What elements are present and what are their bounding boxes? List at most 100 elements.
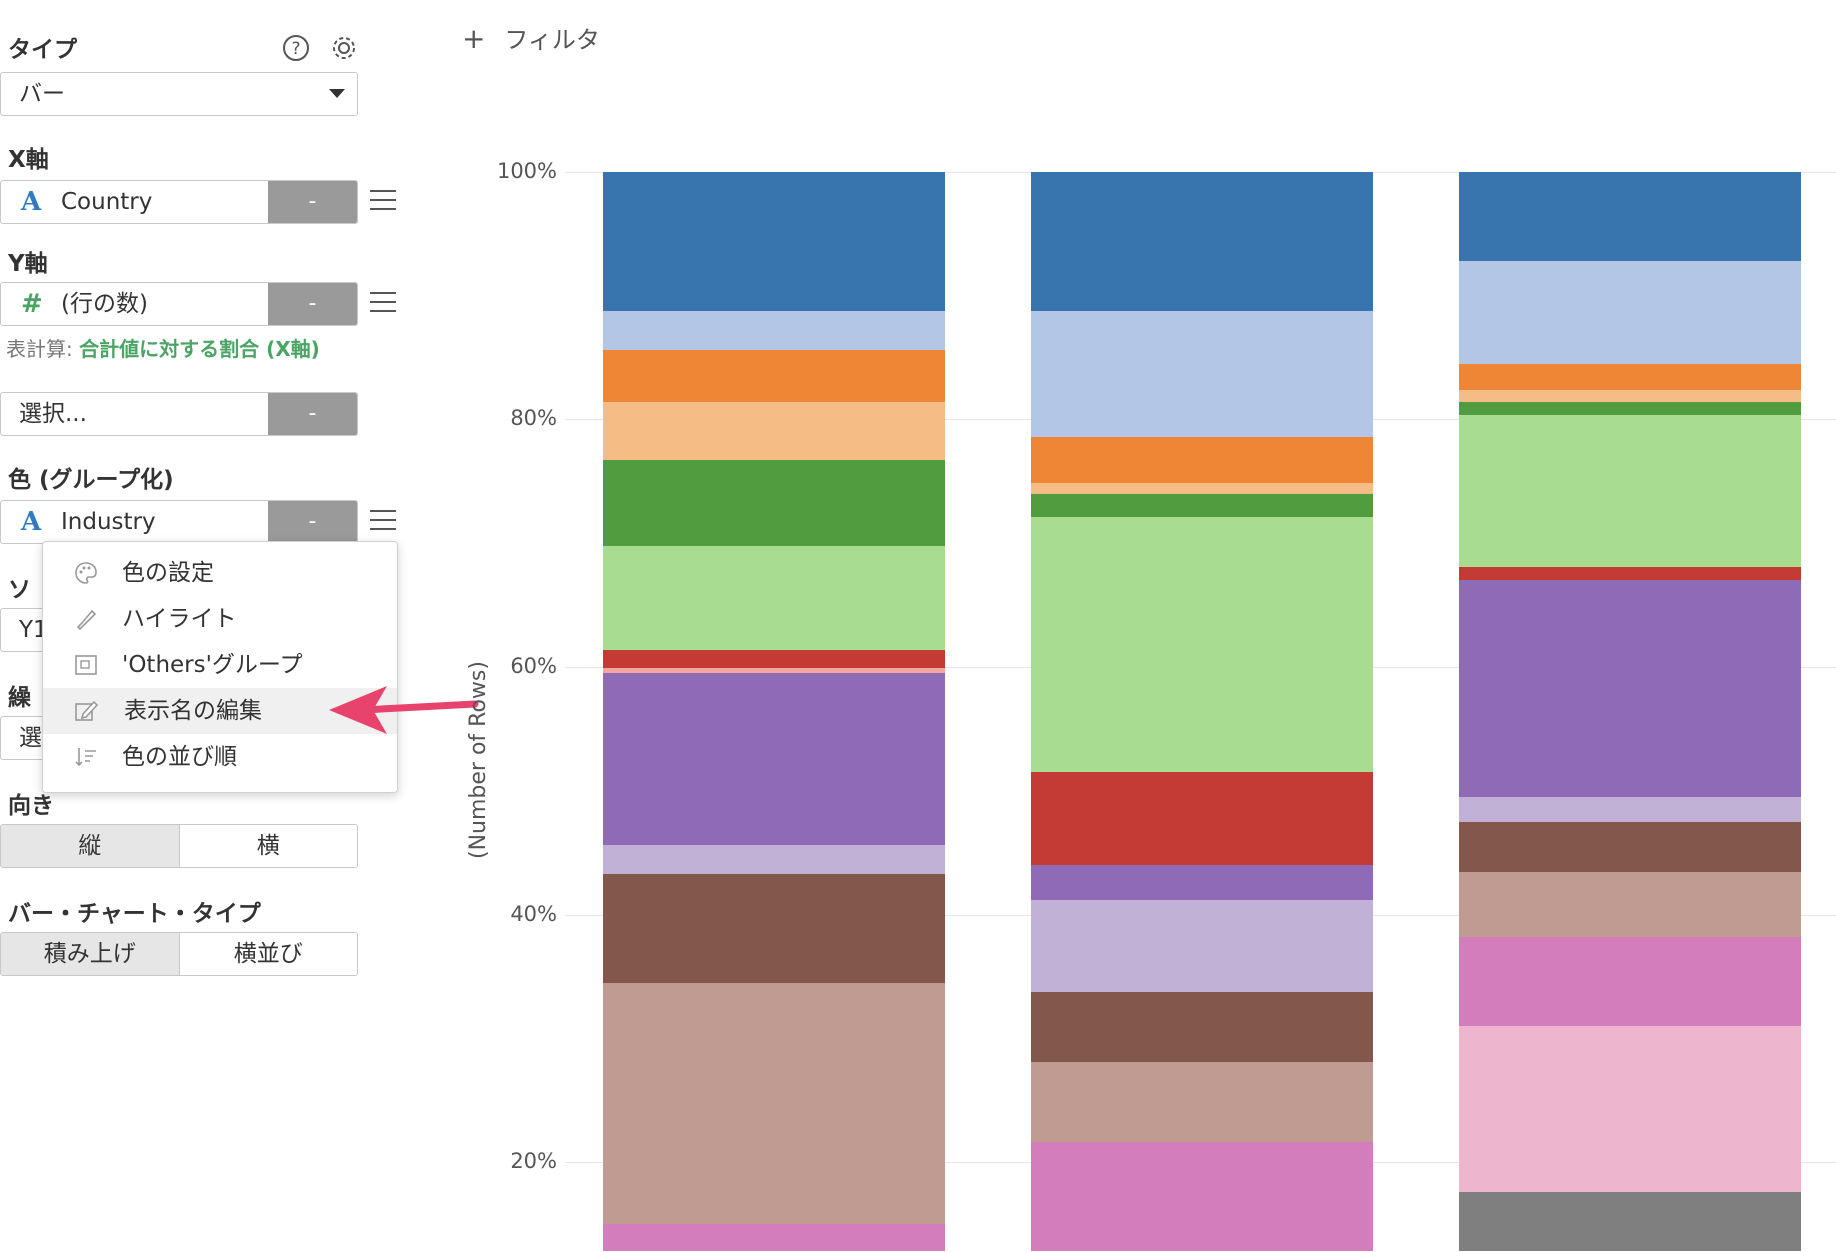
secondary-select-placeholder: 選択...	[19, 401, 87, 427]
x-axis-field[interactable]: A Country -	[0, 180, 358, 224]
gear-icon[interactable]	[330, 34, 358, 62]
bar-2-segment[interactable]	[1031, 899, 1373, 993]
x-axis-menu-icon[interactable]	[370, 190, 396, 210]
menu-item-label: 'Others'グループ	[122, 652, 303, 678]
bar-1-segment[interactable]	[603, 1223, 945, 1252]
menu-item-color-order[interactable]: 色の並び順	[43, 734, 397, 780]
bar-1-segment[interactable]	[603, 673, 945, 846]
type-select[interactable]: バー	[0, 72, 358, 116]
bar-3-segment[interactable]	[1459, 872, 1801, 937]
bar-1-segment[interactable]	[603, 649, 945, 669]
bar-type-stacked-button[interactable]: 積み上げ	[1, 933, 180, 975]
bar-type-toggle: 積み上げ 横並び	[0, 932, 358, 976]
color-menu-icon[interactable]	[370, 510, 396, 530]
bar-3-segment[interactable]	[1459, 363, 1801, 390]
bar-2-segment[interactable]	[1031, 493, 1373, 518]
bar-3-segment[interactable]	[1459, 261, 1801, 364]
add-filter-button[interactable]: + フィルタ	[462, 20, 600, 55]
bar-1-segment[interactable]	[603, 668, 945, 674]
y-axis-label: Y軸	[8, 251, 48, 277]
menu-item-label: 色の並び順	[122, 744, 237, 770]
bar-2-segment[interactable]	[1031, 865, 1373, 900]
direction-vertical-button[interactable]: 縦	[1, 825, 180, 867]
y-axis-title: (Number of Rows)	[466, 661, 491, 859]
bar-3-segment[interactable]	[1459, 796, 1801, 822]
repeat-value: 選	[19, 725, 42, 751]
bar-2-segment[interactable]	[1031, 436, 1373, 483]
type-select-value: バー	[19, 81, 65, 107]
y-tick-label: 40%	[510, 902, 557, 926]
plus-icon: +	[462, 22, 486, 55]
group-icon	[75, 655, 97, 675]
menu-item-color-settings[interactable]: 色の設定	[43, 550, 397, 596]
bar-3-segment[interactable]	[1459, 414, 1801, 567]
color-context-menu: 色の設定 ハイライト 'Others'グループ 表示名の編集 色の並び順	[42, 541, 398, 793]
bar-1-segment[interactable]	[603, 172, 945, 311]
bar-3-segment[interactable]	[1459, 580, 1801, 797]
bar-2-segment[interactable]	[1031, 1061, 1373, 1143]
bar-3-segment[interactable]	[1459, 566, 1801, 581]
menu-item-others-group[interactable]: 'Others'グループ	[43, 642, 397, 688]
color-group-label: 色 (グループ化)	[8, 467, 174, 493]
bar-1-segment[interactable]	[603, 460, 945, 546]
bar-1-segment[interactable]	[603, 873, 945, 983]
edit-icon	[75, 700, 99, 721]
bar-3-segment[interactable]	[1459, 1025, 1801, 1192]
bar-1-segment[interactable]	[603, 845, 945, 874]
bar-3-segment[interactable]	[1459, 402, 1801, 415]
table-calc-link[interactable]: 合計値に対する割合 (X軸)	[79, 337, 320, 361]
repeat-label: 繰	[8, 685, 31, 711]
menu-item-highlight[interactable]: ハイライト	[43, 596, 397, 642]
bar-type-label: バー・チャート・タイプ	[8, 901, 261, 927]
bar-2-segment[interactable]	[1031, 517, 1373, 773]
text-type-icon: A	[21, 507, 42, 537]
y-tick-label: 80%	[510, 406, 557, 430]
bar-1-segment[interactable]	[603, 982, 945, 1224]
chevron-down-icon	[329, 89, 345, 98]
y-tick-label: 60%	[510, 654, 557, 678]
sort-label: ソ	[8, 577, 31, 603]
y-axis-field[interactable]: # (行の数) -	[0, 282, 358, 326]
sort-icon	[75, 748, 96, 767]
x-axis-remove-button[interactable]: -	[268, 181, 357, 223]
bar-3-segment[interactable]	[1459, 172, 1801, 262]
bar-3-segment[interactable]	[1459, 389, 1801, 403]
color-remove-button[interactable]: -	[268, 501, 357, 543]
direction-label: 向き	[8, 793, 54, 819]
y-axis-menu-icon[interactable]	[370, 292, 396, 312]
x-axis-label: X軸	[8, 147, 49, 173]
bar-3-segment[interactable]	[1459, 936, 1801, 1026]
filter-label: フィルタ	[504, 26, 600, 54]
palette-icon	[75, 562, 97, 584]
bar-2-segment[interactable]	[1031, 172, 1373, 311]
bar-2-segment[interactable]	[1031, 310, 1373, 437]
bar-2-segment[interactable]	[1031, 992, 1373, 1062]
y-axis-remove-button[interactable]: -	[268, 283, 357, 325]
color-field[interactable]: A Industry -	[0, 500, 358, 544]
annotation-arrow	[329, 686, 479, 734]
menu-item-label: 色の設定	[122, 560, 214, 586]
bar-1-segment[interactable]	[603, 402, 945, 461]
bar-3-segment[interactable]	[1459, 1191, 1801, 1252]
y-axis-value: (行の数)	[61, 291, 148, 317]
bar-type-side-by-side-button[interactable]: 横並び	[233, 941, 303, 967]
bar-3-segment[interactable]	[1459, 821, 1801, 873]
menu-item-label: 表示名の編集	[124, 698, 262, 724]
bar-2-segment[interactable]	[1031, 482, 1373, 494]
number-type-icon: #	[21, 289, 43, 319]
help-icon[interactable]: ?	[282, 34, 310, 62]
bar-1-segment[interactable]	[603, 545, 945, 650]
direction-toggle: 縦 横	[0, 824, 358, 868]
bar-1-segment[interactable]	[603, 310, 945, 351]
y-tick-label: 100%	[496, 159, 557, 183]
table-calc: 表計算: 合計値に対する割合 (X軸)	[6, 333, 320, 362]
menu-item-label: ハイライト	[122, 606, 237, 632]
type-label: タイプ	[8, 37, 77, 63]
bar-2-segment[interactable]	[1031, 772, 1373, 865]
direction-horizontal-button[interactable]: 横	[256, 833, 280, 859]
secondary-remove-button[interactable]: -	[268, 393, 357, 435]
bar-1-segment[interactable]	[603, 350, 945, 403]
bar-2-segment[interactable]	[1031, 1142, 1373, 1252]
secondary-select-field[interactable]: 選択... -	[0, 392, 358, 436]
y-tick-label: 20%	[510, 1149, 557, 1173]
